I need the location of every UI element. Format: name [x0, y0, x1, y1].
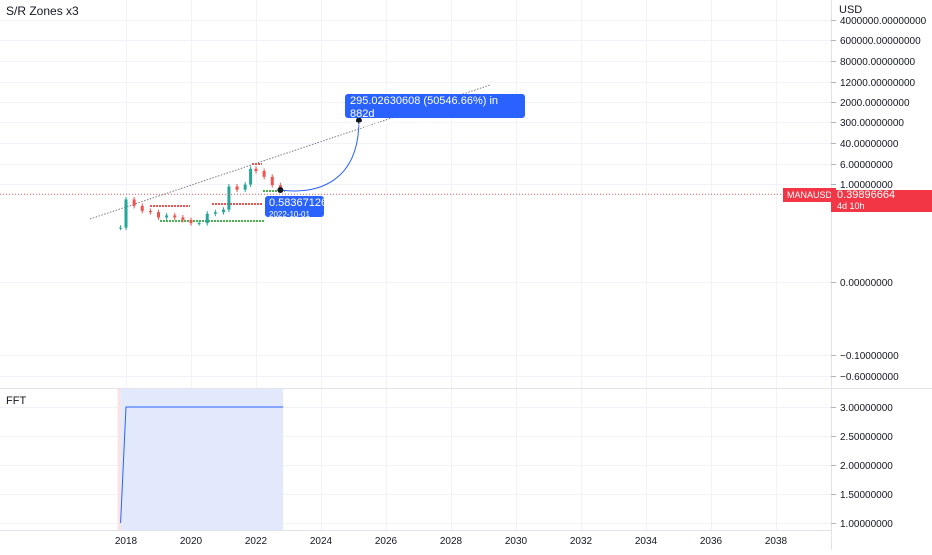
main-y-tick-label: 80000.00000000: [840, 57, 916, 68]
fft-y-tick-label: 3.00000000: [840, 403, 893, 414]
candle-body: [249, 168, 253, 185]
currency-label: USD: [839, 4, 863, 16]
candle-body: [119, 227, 123, 229]
candle-body: [148, 210, 152, 213]
x-tick-label: 2022: [245, 536, 268, 547]
fft-start-band: [117, 389, 121, 530]
candle-body: [165, 215, 169, 218]
main-y-tick-label: 4000000.00000000: [840, 16, 927, 27]
candle-body: [197, 223, 201, 225]
anchor-callout-line1: 0.58367126: [269, 197, 328, 209]
x-tick-label: 2036: [700, 536, 723, 547]
candle-body: [173, 215, 177, 218]
countdown-tag: 4d 10h: [831, 201, 932, 212]
x-tick-label: 2032: [570, 536, 593, 547]
main-y-tick-label: 0.00000000: [840, 278, 893, 289]
x-tick-label: 2038: [765, 536, 788, 547]
x-tick-label: 2024: [310, 536, 333, 547]
candle-body: [254, 168, 258, 172]
candle-body: [243, 184, 247, 190]
x-tick-label: 2034: [635, 536, 658, 547]
candle-body: [205, 213, 209, 224]
x-tick-label: 2026: [375, 536, 398, 547]
main-y-tick-label: −0.60000000: [840, 372, 899, 383]
projection-callout-line2: 295.60997734 @ 2025-03-01: [350, 121, 455, 130]
main-y-tick-label: 600000.00000000: [840, 36, 921, 47]
fft-y-tick-label: 1.00000000: [840, 519, 893, 530]
candle-body: [189, 219, 193, 224]
x-tick-label: 2028: [440, 536, 463, 547]
projection-callout-line1: 295.02630608 (50546.66%) in 882d: [350, 95, 499, 120]
last-price-tag: 0.39896664: [831, 190, 932, 201]
anchor-callout-line2: 2022-10-01: [269, 210, 310, 219]
candle-body: [181, 217, 185, 220]
main-y-tick-label: −0.10000000: [840, 351, 899, 362]
candle-body: [227, 186, 231, 210]
fft-fill: [120, 389, 284, 530]
main-y-tick-label: 1.00000000: [840, 180, 893, 191]
projection-target-point: [355, 117, 362, 124]
candle-body: [157, 212, 160, 218]
fft-line: [120, 406, 284, 524]
x-tick-label: 2030: [505, 536, 528, 547]
fft-y-tick-label: 2.00000000: [840, 461, 893, 472]
fft-y-tick-label: 2.50000000: [840, 432, 893, 443]
candle-body: [222, 209, 225, 213]
candle-body: [235, 186, 239, 190]
candle-body: [124, 199, 128, 228]
candle-body: [213, 212, 217, 214]
main-y-tick-label: 6.00000000: [840, 160, 893, 171]
x-tick-label: 2020: [180, 536, 203, 547]
candle-body: [262, 171, 266, 177]
main-y-tick-label: 2000.00000000: [840, 98, 910, 109]
candle-body: [140, 205, 144, 211]
projection-anchor-point: [277, 187, 284, 194]
fft-y-tick-label: 1.50000000: [840, 490, 893, 501]
main-y-tick-label: 12000.00000000: [840, 78, 916, 89]
candle-body: [270, 176, 274, 186]
main-y-tick-label: 300.00000000: [840, 118, 904, 129]
main-y-tick-label: 40.00000000: [840, 139, 899, 150]
panel-title: S/R Zones x3: [6, 4, 79, 18]
fft-title: FFT: [6, 395, 27, 407]
projection-callout[interactable]: 295.02630608 (50546.66%) in 882d 295.609…: [345, 94, 525, 130]
anchor-callout[interactable]: 0.58367126 2022-10-01: [265, 196, 328, 219]
x-tick-label: 2018: [115, 536, 138, 547]
projection-arc: [280, 120, 360, 192]
candle-body: [132, 199, 136, 206]
symbol-tag: MANAUSD: [783, 188, 837, 202]
